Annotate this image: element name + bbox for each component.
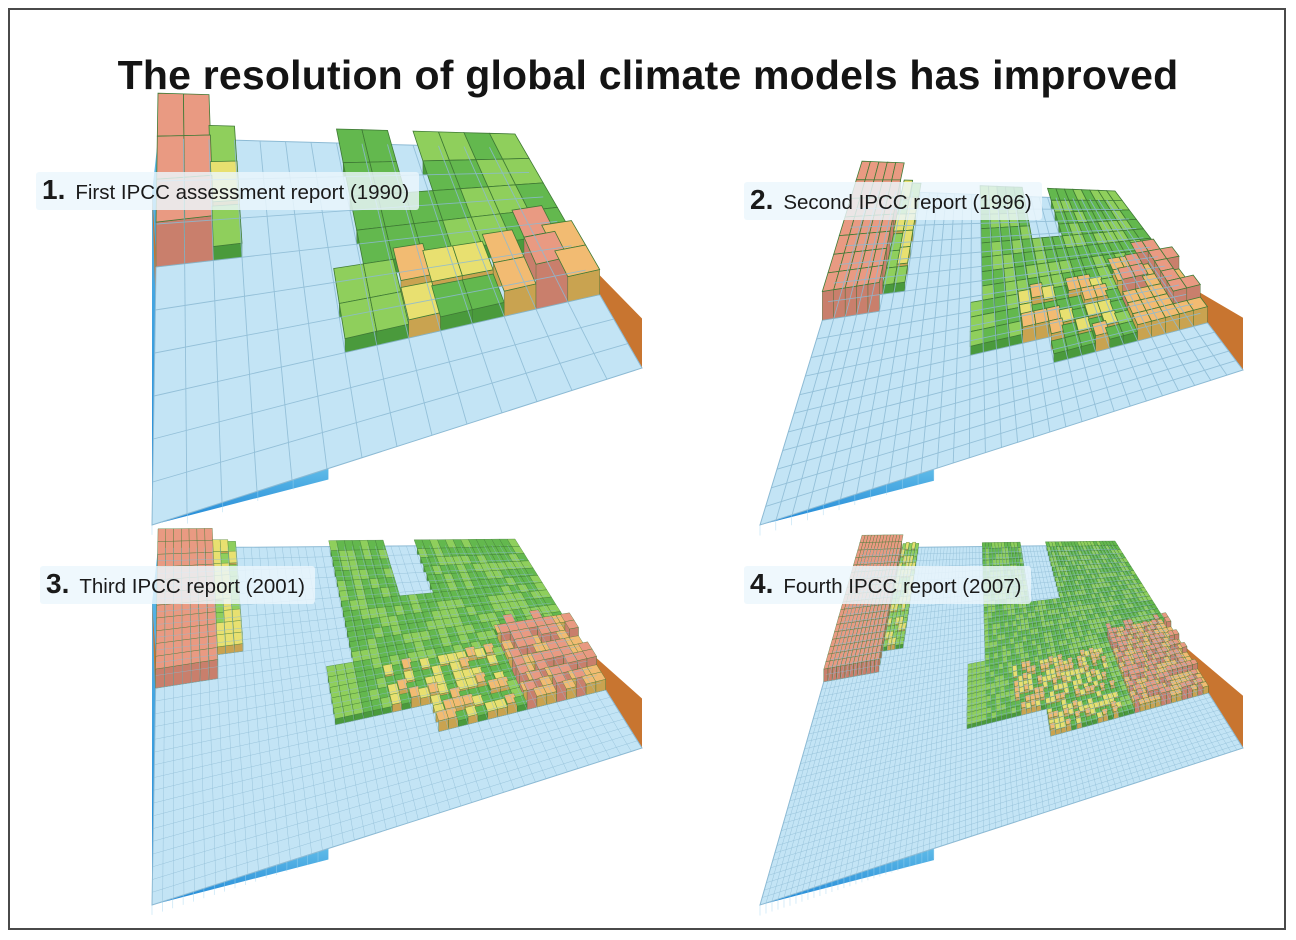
panel-2-block: [759, 160, 1244, 536]
panel-1-caption: 1. First IPCC assessment report (1990): [36, 172, 420, 210]
panel-3-land-cells: [155, 528, 606, 733]
panel-4-caption: 4. Fourth IPCC report (2007): [744, 566, 1032, 604]
panel-3-right-side: [572, 636, 642, 748]
figure-title: The resolution of global climate models …: [117, 52, 1179, 98]
panel-1-block: [151, 92, 643, 535]
panel-4-label: Fourth IPCC report (2007): [783, 575, 1022, 598]
panel-1-label: First IPCC assessment report (1990): [75, 181, 410, 204]
panel-1-right-side: [572, 247, 642, 368]
panel-3-block: [151, 528, 643, 915]
panel-1-number: 1.: [42, 174, 66, 205]
panel-3-caption: 3. Third IPCC report (2001): [40, 566, 315, 604]
panel-3-label: Third IPCC report (2001): [79, 575, 305, 598]
panel-4-grid: [762, 544, 1241, 904]
panel-2-number: 2.: [750, 184, 774, 215]
panel-1-grid: [152, 138, 629, 514]
panel-3-number: 3.: [46, 568, 70, 599]
panel-2-label: Second IPCC report (1996): [783, 191, 1032, 214]
panel-4-right-side: [1172, 636, 1243, 748]
panel-2-caption: 2. Second IPCC report (1996): [744, 182, 1042, 220]
panel-2-grid: [765, 190, 1237, 520]
panel-4-number: 4.: [750, 568, 774, 599]
